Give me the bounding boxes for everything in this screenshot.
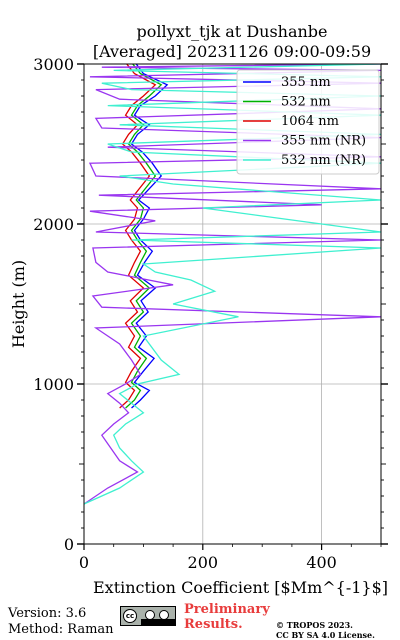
x-axis-label: Extinction Coefficient [$Mm^{-1}$] — [93, 578, 388, 597]
preliminary-label: Preliminary Results. — [184, 602, 270, 632]
preliminary-line2: Results. — [184, 617, 243, 632]
x-tick-label: 400 — [306, 553, 337, 572]
y-tick-label: 1000 — [33, 375, 74, 394]
series-line-1 — [125, 64, 163, 409]
axes: 0 1000 2000 3000 0 200 400 Extinction Coefficie… — [9, 55, 388, 597]
version-text: Version: 3.6 — [8, 606, 87, 621]
preliminary-line1: Preliminary — [184, 602, 270, 617]
legend-label-4: 532 nm (NR) — [281, 153, 366, 168]
copyright-line1: © TROPOS 2023. — [276, 620, 353, 630]
y-axis-label: Height (m) — [9, 260, 28, 348]
chart-title-line2: [Averaged] 20231126 09:00-09:59 — [92, 42, 372, 61]
copyright-label: © TROPOS 2023. CC BY SA 4.0 License. — [276, 620, 375, 640]
copyright-line2: CC BY SA 4.0 License. — [276, 630, 375, 640]
y-tick-label: 2000 — [33, 215, 74, 234]
x-tick-label: 200 — [188, 553, 219, 572]
cc-by-sa-icon: cc — [120, 606, 176, 626]
method-text: Method: Raman — [8, 622, 114, 637]
legend-label-1: 532 nm — [281, 95, 331, 110]
y-tick-label: 3000 — [33, 55, 74, 74]
y-tick-label: 0 — [64, 535, 74, 554]
legend-box — [236, 69, 380, 175]
x-tick-label: 0 — [79, 553, 89, 572]
legend-label-3: 355 nm (NR) — [281, 134, 366, 149]
legend-label-2: 1064 nm — [281, 114, 339, 129]
chart-title-line1: pollyxt_tjk at Dushanbe — [136, 22, 328, 41]
legend-label-0: 355 nm — [281, 75, 331, 90]
legend: 355 nm 532 nm 1064 nm 355 nm (NR) 532 nm (NR… — [236, 69, 380, 175]
